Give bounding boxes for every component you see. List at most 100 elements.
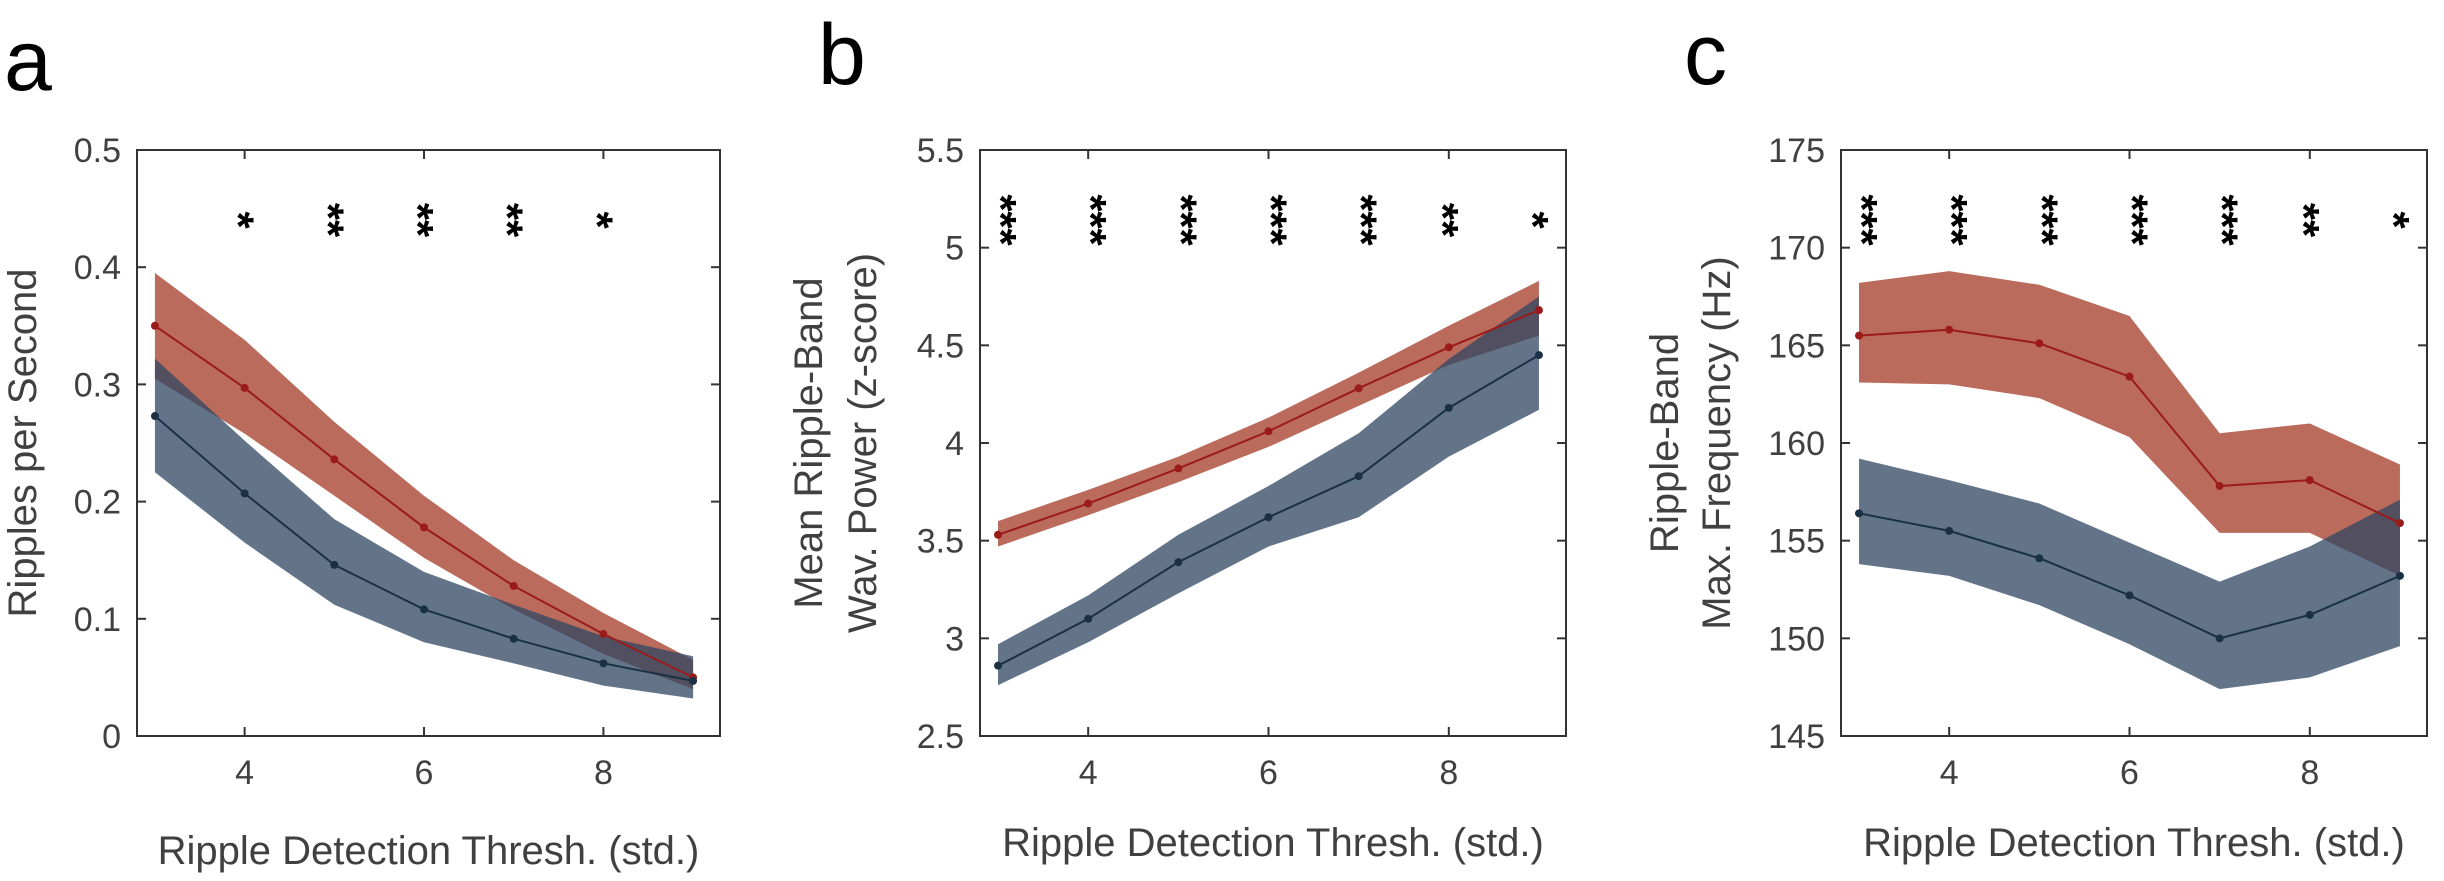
significance-stars: *** bbox=[1337, 194, 1386, 246]
y-axis-label-line2: Wav. Power (z-score) bbox=[841, 253, 885, 633]
point-red bbox=[509, 581, 518, 590]
panel-letter-a: a bbox=[4, 13, 52, 109]
axis-ticks: 4 6 8 2.5 3 3.5 4 4.5 5 5.5 bbox=[917, 132, 1566, 792]
y-tick-label: 0.3 bbox=[74, 366, 121, 404]
y-tick-label: 3.5 bbox=[917, 523, 964, 561]
point-red bbox=[330, 455, 339, 464]
significance-stars: * bbox=[1508, 211, 1557, 229]
point-red bbox=[2125, 372, 2134, 381]
y-tick-label: 0.2 bbox=[74, 484, 121, 522]
significance-stars: ** bbox=[2279, 203, 2328, 238]
point-blue bbox=[2035, 554, 2044, 563]
point-blue bbox=[2305, 610, 2314, 619]
significance-stars: ** bbox=[483, 203, 532, 238]
panel-letter-c: c bbox=[1684, 7, 1727, 103]
point-blue bbox=[1264, 513, 1273, 522]
point-blue bbox=[2395, 571, 2404, 580]
significance-markers: *** *** *** *** *** ** * bbox=[976, 194, 1557, 246]
point-red bbox=[1855, 331, 1864, 340]
point-blue bbox=[1354, 472, 1363, 481]
significance-stars: * bbox=[214, 211, 263, 229]
point-blue bbox=[1534, 351, 1543, 360]
point-red bbox=[240, 383, 249, 392]
y-tick-label: 170 bbox=[1768, 230, 1825, 268]
significance-stars: ** bbox=[393, 203, 442, 238]
band-blue bbox=[1859, 458, 2400, 690]
point-red bbox=[1945, 325, 1954, 334]
x-tick-label: 4 bbox=[1940, 754, 1959, 792]
point-blue bbox=[1945, 526, 1954, 535]
point-blue bbox=[994, 661, 1003, 670]
y-tick-label: 5.5 bbox=[917, 132, 964, 170]
point-blue bbox=[240, 489, 249, 498]
point-blue bbox=[1444, 403, 1453, 412]
y-tick-label: 155 bbox=[1768, 523, 1825, 561]
axes-box bbox=[136, 149, 721, 737]
panel-letter-b: b bbox=[818, 7, 866, 103]
panel-a: a 4 6 800.10.20.30.40.5 * ** ** ** * Ripple De… bbox=[1, 13, 721, 873]
x-tick-label: 8 bbox=[2300, 754, 2319, 792]
significance-stars: ** bbox=[1418, 203, 1467, 238]
point-blue bbox=[1855, 509, 1864, 518]
point-red bbox=[994, 530, 1003, 539]
point-red bbox=[599, 630, 608, 639]
significance-stars: *** bbox=[976, 194, 1025, 246]
point-red bbox=[420, 523, 429, 532]
point-blue bbox=[1084, 614, 1093, 623]
significance-stars: * bbox=[572, 211, 621, 229]
series-lines bbox=[1855, 325, 2404, 643]
point-blue bbox=[420, 605, 429, 614]
y-tick-label: 3 bbox=[945, 620, 964, 658]
y-tick-label: 4 bbox=[945, 425, 964, 463]
y-tick-label: 175 bbox=[1768, 132, 1825, 170]
y-axis-label-line2: Max. Frequency (Hz) bbox=[1695, 256, 1739, 629]
point-blue bbox=[2215, 634, 2224, 643]
x-tick-label: 8 bbox=[1439, 754, 1458, 792]
confidence-bands bbox=[1859, 271, 2400, 690]
point-red bbox=[1354, 384, 1363, 393]
band-red bbox=[998, 280, 1539, 547]
point-red bbox=[2035, 339, 2044, 348]
y-tick-label: 4.5 bbox=[917, 327, 964, 365]
x-axis-label: Ripple Detection Thresh. (std.) bbox=[1863, 821, 2405, 865]
point-blue bbox=[509, 634, 518, 643]
y-tick-label: 0.5 bbox=[74, 132, 121, 170]
y-tick-label: 160 bbox=[1768, 425, 1825, 463]
significance-stars: *** bbox=[1837, 194, 1886, 246]
band-blue bbox=[154, 358, 694, 699]
point-red bbox=[1084, 499, 1093, 508]
x-tick-label: 8 bbox=[594, 754, 613, 792]
x-axis-label: Ripple Detection Thresh. (std.) bbox=[158, 829, 700, 873]
significance-markers: *** *** *** *** *** ** * bbox=[1837, 194, 2418, 246]
point-blue bbox=[330, 560, 339, 569]
y-tick-label: 150 bbox=[1768, 620, 1825, 658]
point-red bbox=[1444, 343, 1453, 352]
y-tick-label: 0 bbox=[102, 718, 121, 756]
significance-stars: *** bbox=[1927, 194, 1976, 246]
significance-stars: *** bbox=[2107, 194, 2156, 246]
point-red bbox=[2215, 481, 2224, 490]
point-red bbox=[2395, 519, 2404, 528]
point-red bbox=[150, 321, 159, 330]
y-tick-label: 5 bbox=[945, 230, 964, 268]
axis-ticks: 4 6 8 0 0.1 0.2 0.3 0.4 0.5 bbox=[74, 132, 720, 792]
band-blue bbox=[998, 296, 1539, 686]
x-tick-label: 4 bbox=[235, 754, 254, 792]
point-red bbox=[1264, 427, 1273, 436]
x-axis-label: Ripple Detection Thresh. (std.) bbox=[1002, 821, 1544, 865]
significance-stars: *** bbox=[1066, 194, 1115, 246]
series-lines bbox=[994, 306, 1543, 670]
significance-stars: *** bbox=[2198, 194, 2247, 246]
y-axis-label: Ripples per Second bbox=[1, 268, 45, 617]
y-tick-label: 2.5 bbox=[917, 718, 964, 756]
point-red bbox=[1534, 306, 1543, 315]
point-blue bbox=[2125, 591, 2134, 600]
x-tick-label: 6 bbox=[1259, 754, 1278, 792]
series-lines bbox=[150, 321, 698, 685]
significance-markers: * ** ** ** * bbox=[214, 203, 622, 238]
y-tick-label: 0.4 bbox=[74, 249, 121, 287]
confidence-bands bbox=[154, 273, 694, 699]
significance-stars: *** bbox=[1156, 194, 1205, 246]
